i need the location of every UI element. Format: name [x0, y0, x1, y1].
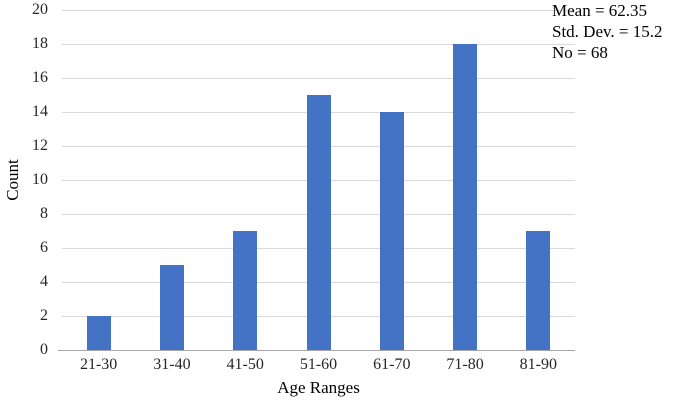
- bar-31-40: [159, 265, 184, 350]
- stats-annotation: Mean = 62.35 Std. Dev. = 15.2 No = 68: [552, 0, 662, 63]
- y-tick-label: 12: [32, 137, 48, 154]
- y-tick-label: 18: [32, 35, 48, 52]
- bar-21-30: [86, 316, 111, 350]
- x-tick-label: 71-80: [446, 356, 484, 373]
- x-axis-title: Age Ranges: [277, 378, 360, 397]
- bar-81-90: [526, 231, 551, 350]
- x-axis-line: [58, 350, 575, 351]
- y-tick-label: 10: [32, 171, 48, 188]
- x-tick-label: 41-50: [226, 356, 264, 373]
- bar-51-60: [306, 95, 331, 350]
- y-axis-tick-labels: 0 2 4 6 8 10 12 14 16 18 20: [0, 1, 48, 358]
- y-tick-label: 4: [40, 273, 48, 290]
- y-tick-label: 20: [32, 1, 48, 18]
- bar-41-50: [233, 231, 258, 350]
- plot-area: [58, 10, 575, 351]
- x-tick-label: 31-40: [153, 356, 191, 373]
- y-tick-label: 6: [40, 239, 48, 256]
- y-tick-label: 8: [40, 205, 48, 222]
- y-tick-label: 0: [40, 341, 48, 358]
- x-tick-label: 51-60: [299, 356, 338, 373]
- stat-line: No = 68: [552, 43, 608, 62]
- y-tick-label: 14: [32, 103, 48, 120]
- y-tick-label: 2: [40, 307, 48, 324]
- gridline: [62, 44, 575, 45]
- x-axis-tick-labels: 21-30 31-40 41-50 51-60 61-70 71-80 81-90: [62, 356, 575, 376]
- y-tick-label: 16: [32, 69, 48, 86]
- bar-61-70: [379, 112, 404, 350]
- x-tick-label: 81-90: [519, 356, 557, 373]
- gridline: [62, 10, 575, 11]
- bar-71-80: [453, 44, 478, 350]
- x-tick-label: 61-70: [373, 356, 411, 373]
- gridline: [62, 78, 575, 79]
- stat-line: Mean = 62.35: [552, 1, 648, 20]
- stat-line: Std. Dev. = 15.2: [552, 22, 663, 41]
- x-tick-label: 21-30: [79, 356, 118, 373]
